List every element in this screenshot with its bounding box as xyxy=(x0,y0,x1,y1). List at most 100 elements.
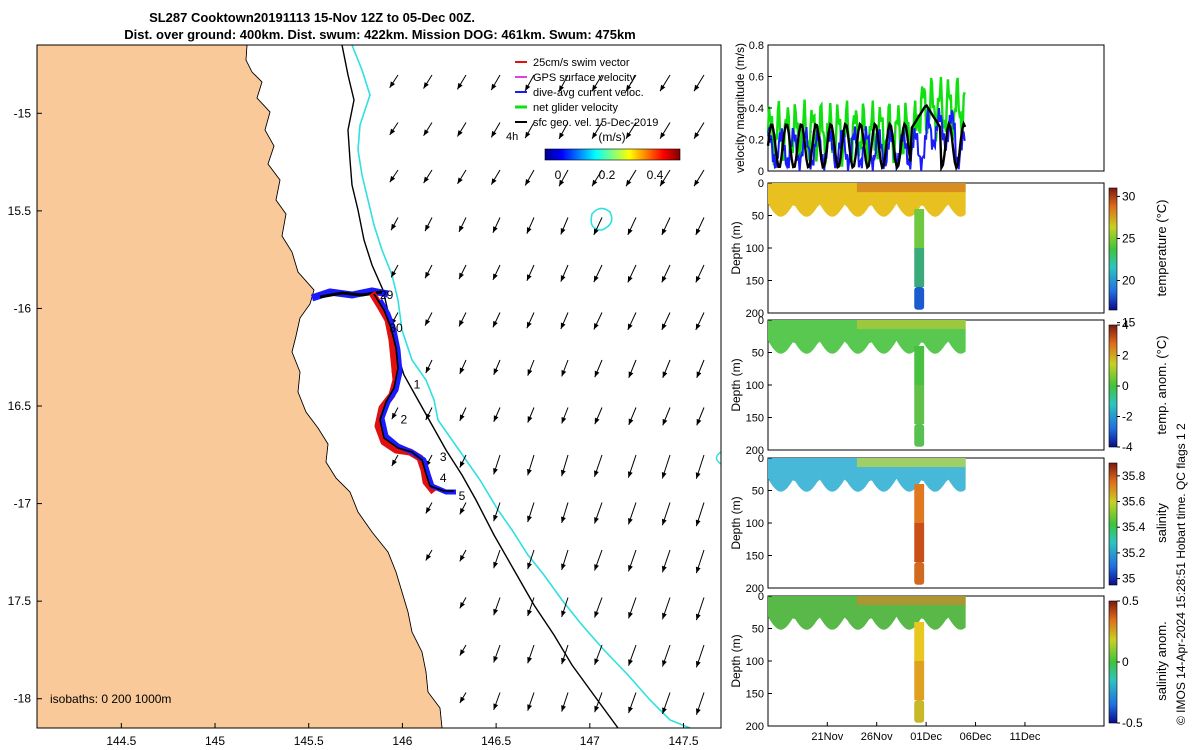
geo-velocity-arrow xyxy=(425,549,433,561)
geo-velocity-arrow xyxy=(561,359,569,377)
geo-velocity-arrow xyxy=(457,122,467,137)
section-panel: 0 50 100 150 200 Depth (m) 30 25 20 15 temperature… xyxy=(729,178,1169,330)
depth-ylabel: Depth (m) xyxy=(729,496,743,549)
cbar-tick-label: 35.2 xyxy=(1122,546,1146,560)
title-line2: Dist. over ground: 400km. Dist. swum: 42… xyxy=(124,27,636,42)
geo-velocity-arrow xyxy=(628,597,637,619)
geo-velocity-arrow xyxy=(391,407,399,420)
geo-velocity-arrow xyxy=(560,264,569,282)
geo-velocity-arrow xyxy=(456,74,467,90)
geo-velocity-arrow xyxy=(425,359,433,374)
time-tick-label: 26Nov xyxy=(861,731,893,743)
geo-velocity-arrow xyxy=(527,407,535,423)
section-deep-profile-lower xyxy=(914,287,925,310)
geo-velocity-arrow xyxy=(560,312,569,330)
geo-velocity-arrow xyxy=(560,217,569,235)
geo-velocity-arrow xyxy=(627,217,637,236)
lat-tick-label: -16 xyxy=(14,301,32,315)
colorbar-tick-0.2: 0.2 xyxy=(599,168,616,182)
geo-velocity-arrow xyxy=(695,597,705,621)
cbar-tick-label: 15 xyxy=(1122,316,1136,330)
geo-velocity-arrow xyxy=(493,454,501,475)
legend-label-geo: sfc geo. vel. 15-Dec-2019 xyxy=(533,117,658,129)
track-day-label: 1 xyxy=(414,378,421,392)
geo-velocity-arrow xyxy=(425,407,433,421)
geo-velocity-arrow xyxy=(561,644,569,665)
geo-velocity-arrow xyxy=(490,74,501,91)
cbar-tick-label: 35.4 xyxy=(1122,520,1146,534)
track-day-label: 3 xyxy=(440,450,447,464)
geo-velocity-arrow xyxy=(695,312,705,331)
cbar-label: temperature (°C) xyxy=(1154,200,1169,297)
geo-velocity-arrow xyxy=(493,359,501,375)
latitude-ticks: -15 15.5 -16 16.5 -17 17.5 -18 xyxy=(8,106,42,706)
track-day-label: 2 xyxy=(401,413,408,427)
cbar-tick-label: 2 xyxy=(1122,349,1129,363)
geo-velocity-arrow xyxy=(591,122,603,139)
cbar-tick-label: 35.6 xyxy=(1122,495,1146,509)
geo-velocity-arrow xyxy=(423,122,433,137)
geo-velocity-arrow xyxy=(459,359,467,375)
cbar-tick-label: 30 xyxy=(1122,189,1136,203)
depth-tick-label: 150 xyxy=(746,551,764,563)
cbar-label: temp. anom. (°C) xyxy=(1154,335,1169,434)
cbar-tick-label: 0 xyxy=(1122,655,1129,669)
geo-velocity-arrow xyxy=(627,264,637,283)
velocity-ylabel: velocity magnitude (m/s) xyxy=(733,43,747,173)
title-line1: SL287 Cooktown20191113 15-Nov 12Z to 05-… xyxy=(149,10,475,25)
cbar-tick-label: -4 xyxy=(1122,440,1133,454)
geo-velocity-arrow xyxy=(625,74,637,92)
vel-tick-label: 0.4 xyxy=(749,103,764,115)
geo-velocity-arrow xyxy=(593,312,603,330)
geo-velocity-arrow xyxy=(594,359,603,378)
geo-velocity-arrow xyxy=(558,74,569,92)
geo-velocity-arrow xyxy=(458,312,467,327)
geo-velocity-arrow xyxy=(490,122,501,138)
geo-velocity-arrow xyxy=(695,692,705,715)
section-surface-layer xyxy=(856,183,966,193)
geo-velocity-arrow xyxy=(493,549,501,569)
section-deep-profile-upper xyxy=(914,209,925,248)
geo-velocity-arrow xyxy=(459,407,467,422)
depth-tick-label: 50 xyxy=(752,624,764,636)
geo-velocity-arrow xyxy=(628,549,637,572)
geo-velocity-arrow xyxy=(627,312,637,331)
section-deep-profile-upper xyxy=(914,346,925,385)
track-day-label: 29 xyxy=(380,288,394,302)
glider-track xyxy=(310,287,456,495)
geo-velocity-arrow xyxy=(594,502,603,524)
depth-tick-label: 50 xyxy=(752,211,764,223)
section-colorbar xyxy=(1108,187,1118,311)
geo-velocity-arrow xyxy=(423,169,433,184)
geo-velocity-arrow xyxy=(695,644,705,668)
lat-tick-label: -17 xyxy=(14,497,32,511)
isobath-0 xyxy=(245,45,443,728)
geo-velocity-arrow xyxy=(593,264,603,283)
geo-velocity-arrow xyxy=(594,644,603,666)
legend-label-net: net glider velocity xyxy=(533,102,618,114)
geo-velocity-arrow xyxy=(594,549,603,571)
geo-velocity-arrow xyxy=(493,692,501,711)
colorbar-tick-0.4: 0.4 xyxy=(647,168,664,182)
geo-velocity-arrow xyxy=(662,359,671,379)
geo-velocity-arrow xyxy=(627,502,637,525)
lat-tick-label: -15 xyxy=(14,106,32,120)
lat-tick-label: 15.5 xyxy=(8,204,32,218)
geo-velocity-arrow xyxy=(458,217,467,233)
geo-velocity-arrow xyxy=(628,692,637,714)
geo-velocity-arrow xyxy=(594,692,603,713)
cbar-tick-label: 4 xyxy=(1122,318,1129,332)
isobath-1000 xyxy=(341,45,619,728)
geo-velocity-arrow xyxy=(661,312,671,331)
geo-velocity-arrow xyxy=(695,549,705,574)
lat-tick-label: 16.5 xyxy=(8,399,32,413)
geo-velocity-arrow xyxy=(661,597,671,620)
section-colorbar xyxy=(1108,324,1118,448)
geo-velocity-arrow xyxy=(627,454,637,478)
depth-tick-label: 50 xyxy=(752,348,764,360)
geo-velocity-arrow xyxy=(459,454,467,468)
geo-velocity-arrow xyxy=(459,644,467,656)
geo-velocity-arrow xyxy=(661,217,671,236)
depth-tick-label: 100 xyxy=(746,380,764,392)
geo-velocity-arrow xyxy=(594,407,603,425)
